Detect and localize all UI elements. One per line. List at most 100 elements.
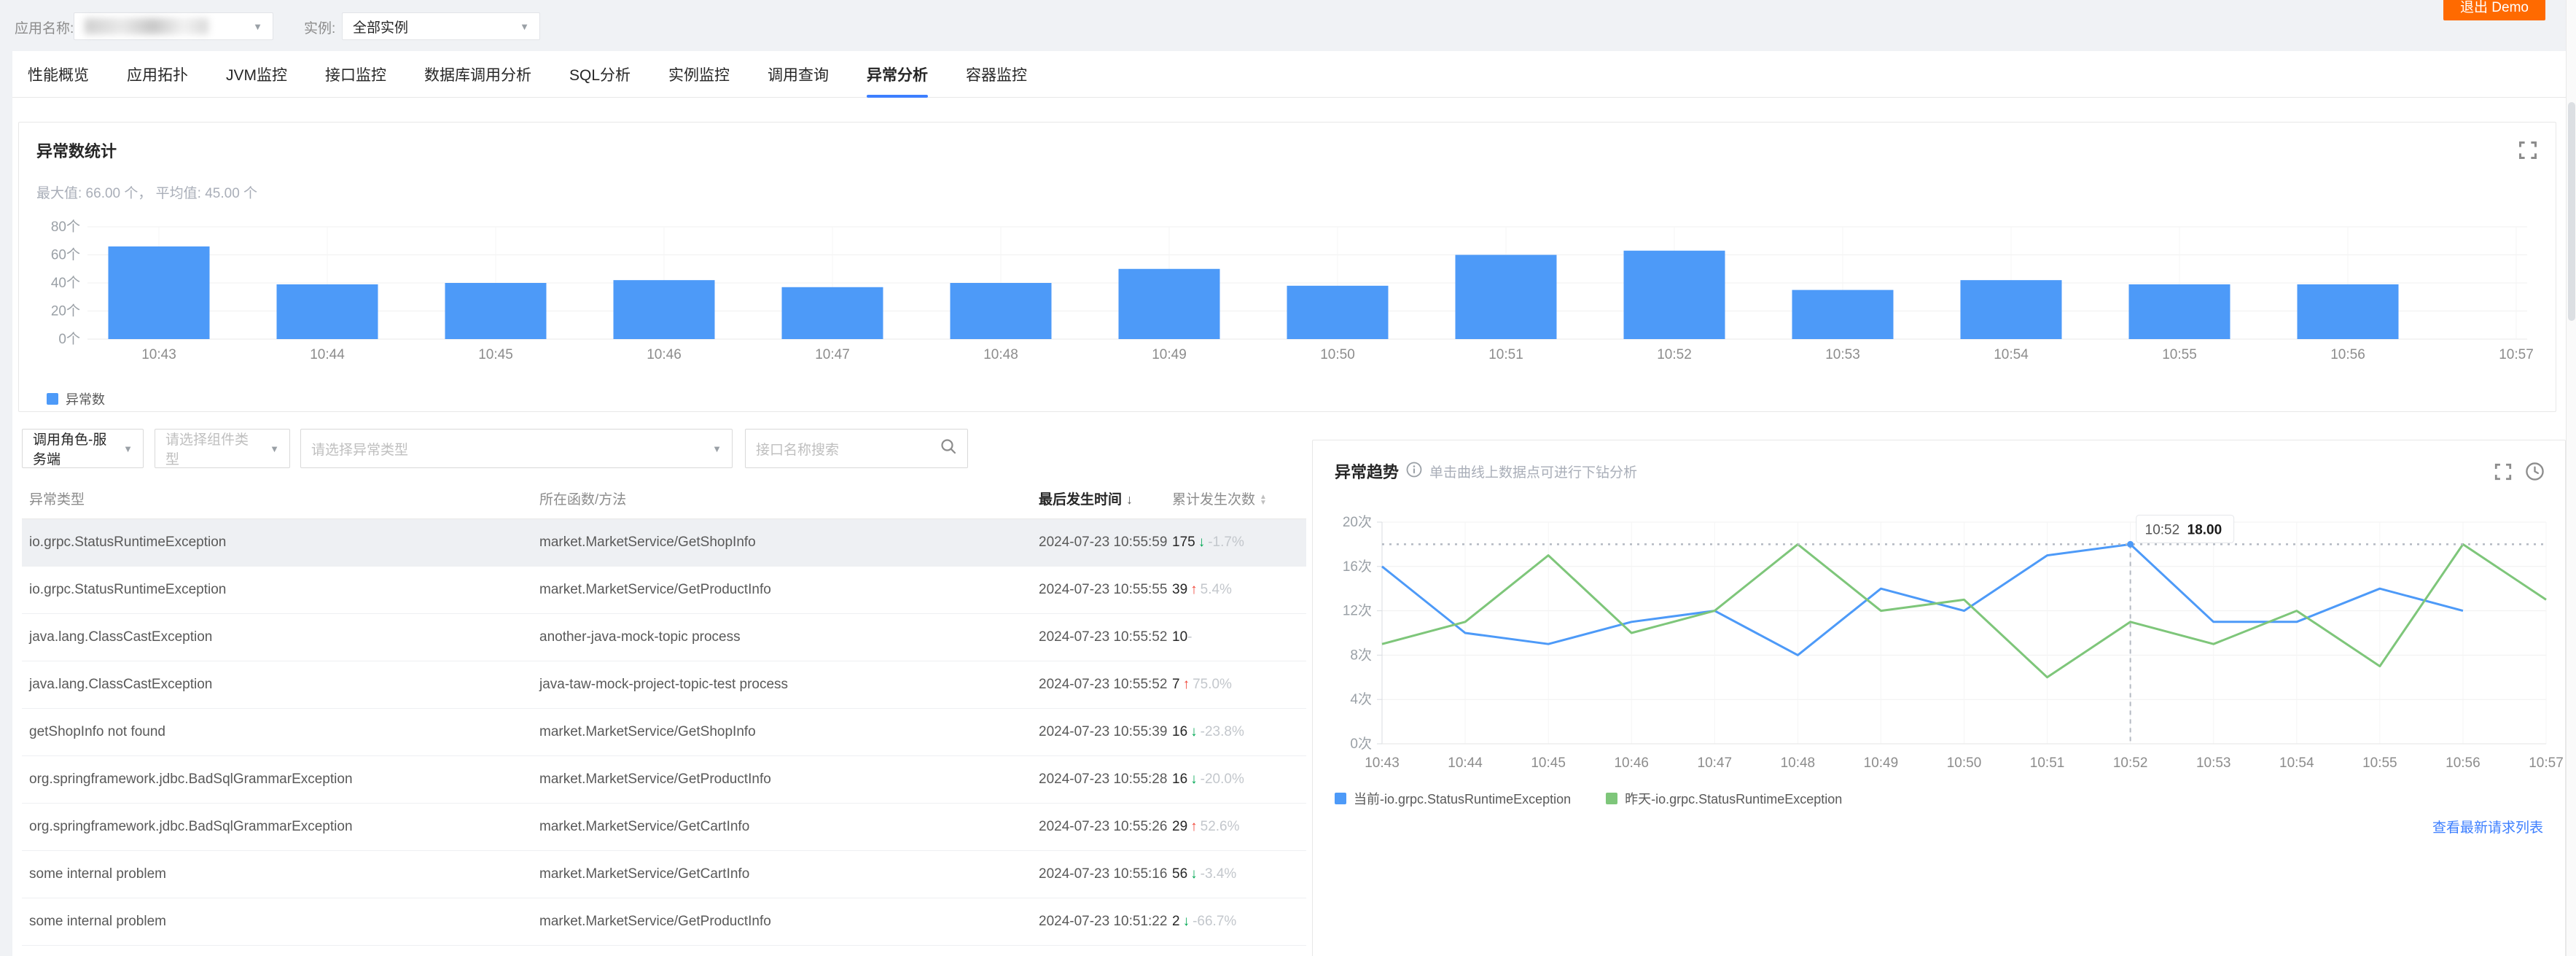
clock-icon[interactable]	[2525, 462, 2545, 485]
scrollbar-thumb[interactable]	[2568, 102, 2575, 321]
component-type-select[interactable]: 请选择组件类型 ▼	[155, 429, 290, 468]
trend-up-icon: ↑	[1190, 819, 1198, 834]
svg-text:10:51: 10:51	[1488, 347, 1523, 362]
table-cell: 175 ↓ -1.7%	[1172, 535, 1244, 550]
table-row[interactable]: io.grpc.StatusRuntimeException market.Mar…	[22, 519, 1306, 567]
svg-text:20个: 20个	[51, 303, 80, 319]
trend-down-icon: ↓	[1190, 724, 1198, 739]
table-cell: java.lang.ClassCastException	[29, 677, 213, 692]
tab-5[interactable]: SQL分析	[569, 66, 631, 84]
svg-text:8次: 8次	[1350, 647, 1372, 663]
info-icon[interactable]	[1406, 462, 1422, 481]
col-header-method[interactable]: 所在函数/方法	[539, 492, 627, 508]
tab-bar: 性能概览 应用拓扑 JVM监控 接口监控 数据库调用分析 SQL分析 实例监控 调用查询 异常分…	[12, 51, 2566, 98]
svg-text:10:53: 10:53	[2196, 755, 2231, 771]
table-cell: 16 ↓ -20.0%	[1172, 772, 1244, 787]
table-row[interactable]: org.springframework.jdbc.BadSqlGrammarEx…	[22, 804, 1306, 851]
svg-text:10:56: 10:56	[2330, 347, 2365, 362]
table-row[interactable]: io.grpc.StatusRuntimeException market.Mar…	[22, 567, 1306, 614]
tab-6[interactable]: 实例监控	[668, 66, 730, 84]
table-cell: market.MarketService/GetProductInfo	[539, 914, 771, 929]
trend-legend-item-1[interactable]: 昨天-io.grpc.StatusRuntimeException	[1606, 789, 1842, 808]
svg-text:18.00: 18.00	[2187, 522, 2222, 537]
component-type-placeholder: 请选择组件类型	[165, 432, 249, 467]
table-cell: org.springframework.jdbc.BadSqlGrammarEx…	[29, 819, 353, 834]
svg-text:4次: 4次	[1350, 691, 1372, 707]
svg-text:10:43: 10:43	[1365, 755, 1400, 771]
svg-text:10:45: 10:45	[478, 347, 513, 362]
table-cell: org.springframework.jdbc.BadSqlGrammarEx…	[29, 772, 353, 787]
svg-text:12次: 12次	[1343, 603, 1372, 619]
svg-text:10:49: 10:49	[1864, 755, 1899, 771]
table-cell: 2024-07-23 10:55:16	[1039, 866, 1168, 882]
legend-swatch	[1335, 793, 1346, 804]
table-row[interactable]: java.lang.ClassCastException java-taw-moc…	[22, 661, 1306, 709]
instance-select[interactable]: 全部实例 ▼	[342, 12, 540, 40]
col-header-exception-type[interactable]: 异常类型	[29, 492, 85, 508]
table-cell: 7 ↑ 75.0%	[1172, 677, 1232, 692]
legend-label: 昨天-io.grpc.StatusRuntimeException	[1625, 792, 1843, 807]
tab-9[interactable]: 容器监控	[966, 66, 1028, 84]
fullscreen-icon[interactable]	[2518, 140, 2538, 164]
trend-legend-item-0[interactable]: 当前-io.grpc.StatusRuntimeException	[1335, 789, 1571, 808]
table-row[interactable]: org.springframework.jdbc.BadSqlGrammarEx…	[22, 756, 1306, 804]
exit-demo-button[interactable]: 退出 Demo	[2443, 0, 2545, 20]
tab-2[interactable]: JVM监控	[226, 66, 287, 84]
panel-title: 异常趋势	[1335, 463, 1400, 481]
svg-text:20次: 20次	[1343, 514, 1372, 530]
exception-type-select[interactable]: 请选择异常类型 ▼	[300, 429, 733, 468]
tab-1[interactable]: 应用拓扑	[127, 66, 188, 84]
table-cell: 2024-07-23 10:55:55	[1039, 582, 1168, 597]
tab-8[interactable]: 异常分析	[867, 51, 929, 98]
tab-3[interactable]: 接口监控	[325, 66, 386, 84]
trend-down-icon: ↓	[1190, 866, 1198, 882]
tab-4[interactable]: 数据库调用分析	[424, 66, 531, 84]
exception-trend-line-chart[interactable]: 0次 4次 8次 12次 16次 20次 10:43 10:44 10:45 10:46 10:47…	[1313, 510, 2566, 782]
table-row[interactable]: java.lang.ClassCastException another-java…	[22, 614, 1306, 661]
instance-label: 实例:	[304, 21, 336, 36]
trend-down-icon: ↓	[1198, 535, 1206, 550]
col-header-last-time[interactable]: 最后发生时间 ↓	[1039, 492, 1133, 508]
table-cell: 2024-07-23 10:51:22	[1039, 914, 1168, 929]
svg-text:10:43: 10:43	[141, 347, 176, 362]
app-name-select[interactable]: ▼	[74, 12, 273, 40]
table-cell: market.MarketService/GetCartInfo	[539, 819, 750, 834]
panel-title: 异常数统计	[36, 142, 117, 160]
svg-text:10:52: 10:52	[2113, 755, 2148, 771]
tab-7[interactable]: 调用查询	[768, 66, 830, 84]
latest-requests-link[interactable]: 查看最新请求列表	[2432, 820, 2543, 836]
svg-text:10:50: 10:50	[1320, 347, 1355, 362]
table-cell: market.MarketService/GetCartInfo	[539, 866, 750, 882]
trend-up-icon: ↑	[1182, 677, 1190, 692]
svg-text:10:46: 10:46	[1614, 755, 1649, 771]
legend-label: 当前-io.grpc.StatusRuntimeException	[1354, 792, 1572, 807]
table-row[interactable]: some internal problem market.MarketServic…	[22, 851, 1306, 898]
table-row[interactable]: some internal problem market.MarketServic…	[22, 898, 1306, 946]
svg-text:10:54: 10:54	[1994, 347, 2029, 362]
legend-swatch	[1606, 793, 1618, 804]
trend-up-icon: ↑	[1190, 582, 1198, 597]
svg-text:0个: 0个	[58, 331, 80, 347]
page-scrollbar[interactable]	[2566, 0, 2576, 956]
trend-down-icon: ↓	[1182, 914, 1190, 929]
table-cell: 29 ↑ 52.6%	[1172, 819, 1240, 834]
table-cell: market.MarketService/GetShopInfo	[539, 535, 756, 550]
table-cell: another-java-mock-topic process	[539, 629, 741, 645]
svg-text:10:55: 10:55	[2162, 347, 2197, 362]
table-row[interactable]: getShopInfo not found market.MarketServic…	[22, 709, 1306, 756]
svg-text:10:55: 10:55	[2362, 755, 2397, 771]
table-cell: 2024-07-23 10:55:59	[1039, 535, 1168, 550]
svg-text:10:44: 10:44	[1448, 755, 1483, 771]
interface-search-input[interactable]: 接口名称搜索	[745, 429, 968, 468]
col-header-count[interactable]: 累计发生次数 ▲ ▼	[1172, 492, 1267, 508]
tab-0[interactable]: 性能概览	[28, 66, 89, 84]
exception-stats-panel: 异常数统计 最大值: 66.00 个， 平均值: 45.00 个 0个 20个 40…	[18, 122, 2556, 412]
search-icon[interactable]	[940, 438, 957, 459]
svg-text:10:50: 10:50	[1947, 755, 1982, 771]
fullscreen-icon[interactable]	[2494, 462, 2513, 485]
svg-text:10:47: 10:47	[1698, 755, 1733, 771]
call-role-select[interactable]: 调用角色-服务端 ▼	[22, 429, 144, 468]
svg-text:0次: 0次	[1350, 736, 1372, 752]
legend-item-exception-count[interactable]: 异常数	[47, 389, 105, 408]
exception-count-bar-chart[interactable]: 0个 20个 40个 60个 80个 10:43 10:44 10:45 10:46 10:47 1…	[31, 216, 2538, 368]
